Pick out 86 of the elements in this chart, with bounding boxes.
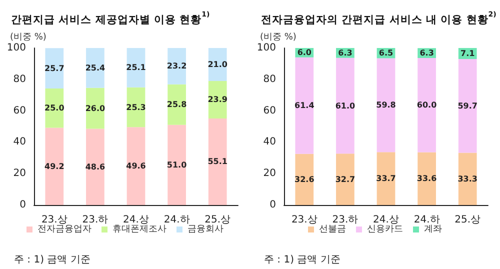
data-label: 51.0 [166,160,188,170]
bar [86,128,104,205]
data-label: 59.7 [458,101,478,110]
data-label: 33.7 [376,174,396,184]
legend-label: 계좌 [424,224,442,234]
y-tick-label: 100 [6,42,26,54]
x-tick-label: 25.상 [454,214,481,226]
bar [45,128,64,205]
bar [86,88,104,129]
bar [376,58,396,152]
y-axis-title: (비중 %) [260,32,296,42]
bar [126,127,146,205]
data-label: 25.3 [126,102,146,112]
data-label: 49.6 [126,162,146,171]
x-tick-label: 24.하 [164,214,190,226]
data-label: 48.6 [85,162,106,172]
data-label: 6.0 [297,48,312,58]
data-label: 25.1 [126,63,146,72]
y-tick-label: 60 [263,105,276,116]
y-tick-label: 40 [13,136,26,148]
x-tick-label: 23.하 [332,214,358,226]
y-tick-label: 0 [20,200,26,210]
data-label: 61.0 [335,101,356,110]
data-label: 33.3 [458,174,478,184]
legend-label: 금융회사 [188,224,224,234]
data-label: 60.0 [416,100,438,110]
y-tick-label: 80 [263,74,276,85]
x-tick-label: 24.상 [123,214,149,226]
y-tick-label: 0 [270,200,276,210]
data-label: 55.1 [208,157,228,166]
bar [295,57,314,154]
bar [168,48,186,84]
data-label: 33.6 [416,174,438,184]
x-tick-label: 23.상 [41,214,68,226]
bar [418,152,436,205]
x-tick-label: 23.상 [291,214,318,226]
bar [86,48,104,88]
x-tick-label: 23.하 [82,214,108,226]
data-label: 61.4 [294,101,315,110]
data-label: 32.7 [335,174,356,184]
data-label: 21.0 [208,60,228,69]
y-tick-label: 60 [13,105,26,116]
legend-label: 신용카드 [367,224,403,234]
bar [458,58,477,153]
y-tick-label: 40 [263,136,276,148]
x-tick-label: 25.상 [204,214,231,226]
data-label: 23.2 [166,62,187,71]
bar [295,154,314,205]
y-tick-label: 20 [263,168,276,180]
bar [458,152,477,205]
legend-label: 전자금융업자 [38,224,92,234]
data-label: 6.5 [378,48,394,58]
data-label: 26.0 [85,104,106,113]
x-tick-label: 24.하 [414,214,440,226]
data-label: 7.1 [460,48,476,58]
bar [208,118,227,205]
bar [168,124,186,205]
y-tick-label: 100 [256,42,276,54]
bar [45,48,64,89]
bar [45,88,64,128]
data-label: 23.9 [208,95,228,104]
bar [336,154,354,205]
text: 주 : 1) 금액 기준 [14,254,90,266]
data-label: 6.3 [420,48,434,58]
data-label: 6.3 [338,48,352,58]
data-label: 25.8 [166,100,188,110]
bar [168,84,186,125]
legend-label: 휴대폰제조사 [112,224,166,234]
data-label: 25.7 [44,64,64,73]
bar [126,48,146,88]
bar [208,80,227,118]
bar [336,58,354,154]
bar [418,58,436,152]
y-tick-label: 20 [13,168,26,180]
bar [208,48,227,81]
text: 주 : 1) 금액 기준 [264,254,340,266]
data-label: 25.0 [44,104,65,113]
legend-label: 선불금 [319,224,346,234]
data-label: 32.6 [294,174,315,184]
data-label: 25.4 [85,63,106,72]
x-tick-label: 24.상 [373,214,399,226]
data-label: 49.2 [44,162,64,171]
y-axis-title: (비중 %) [10,32,46,42]
data-label: 59.8 [376,100,396,110]
bar [376,152,396,205]
y-tick-label: 80 [13,74,26,85]
